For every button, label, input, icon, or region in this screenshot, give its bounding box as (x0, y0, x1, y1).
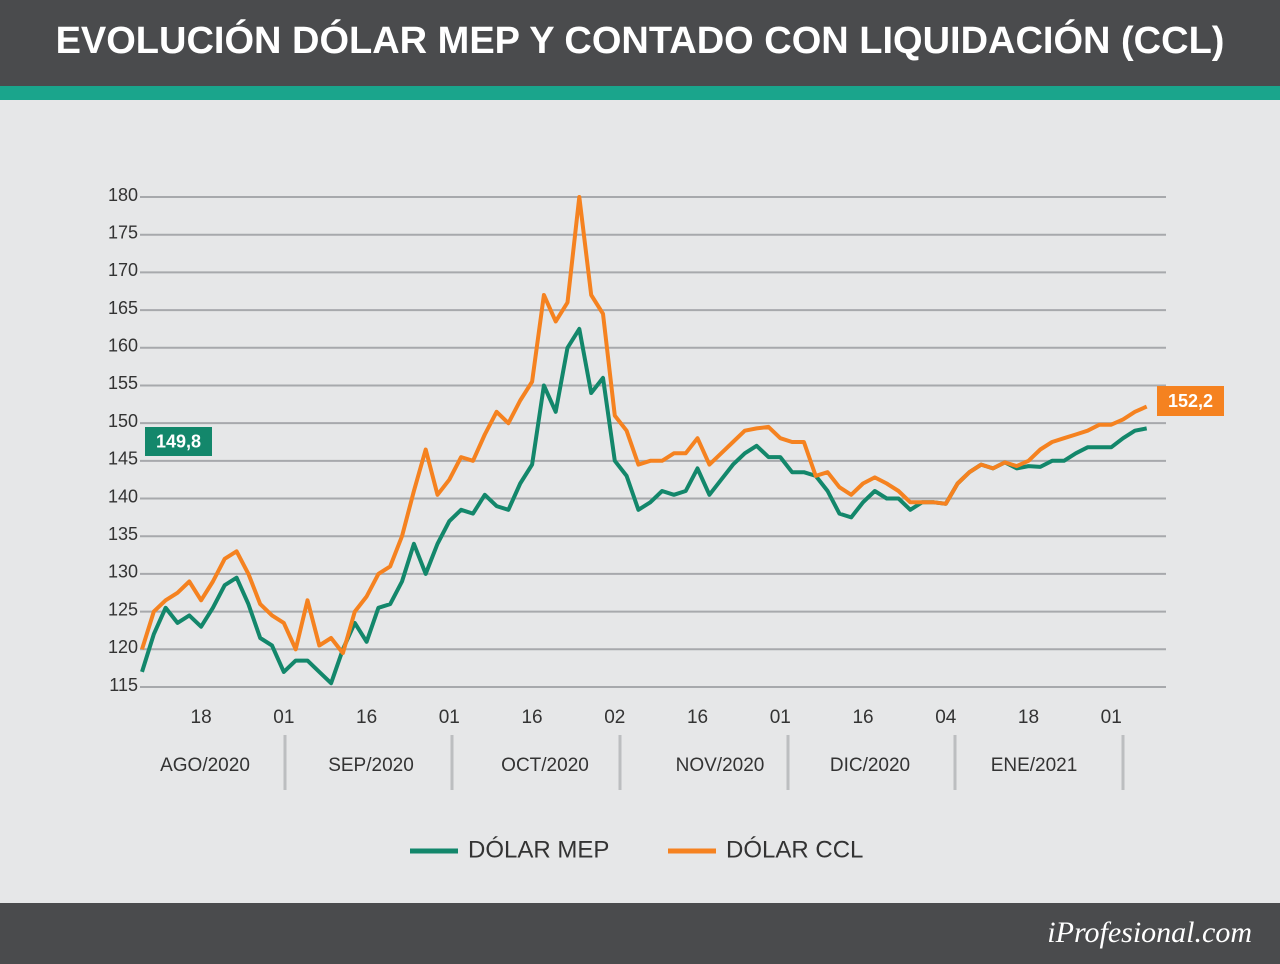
source: iProfesional.com (1047, 916, 1252, 949)
y-tick-label: 115 (109, 675, 138, 695)
x-tick-label: 16 (521, 707, 542, 728)
x-tick-label: 01 (439, 707, 460, 728)
y-tick-label: 130 (108, 562, 138, 582)
y-tick-label: 170 (108, 260, 138, 280)
footer-bar (0, 903, 1280, 964)
series-line (140, 326, 1148, 686)
legend-label: DÓLAR MEP (468, 836, 609, 863)
x-tick-label: 16 (687, 707, 708, 728)
x-tick-label: 02 (604, 707, 625, 728)
y-tick-label: 125 (108, 599, 138, 619)
y-tick-label: 120 (108, 637, 138, 657)
month-label: DIC/2020 (830, 755, 910, 776)
month-label: NOV/2020 (676, 755, 765, 776)
month-label: SEP/2020 (328, 755, 414, 776)
title-bar (0, 0, 1280, 86)
y-tick-label: 155 (108, 373, 138, 393)
end-label: 152,2 (1168, 391, 1213, 411)
y-tick-label: 165 (108, 298, 138, 318)
x-tick-label: 01 (273, 707, 294, 728)
accent-strip (0, 86, 1280, 100)
x-tick-label: 04 (935, 707, 957, 728)
y-tick-label: 160 (108, 336, 138, 356)
series-line (140, 195, 1148, 656)
legend-label: DÓLAR CCL (726, 836, 863, 863)
y-tick-label: 175 (108, 222, 138, 242)
month-label: OCT/2020 (501, 755, 589, 776)
chart-title: EVOLUCIÓN DÓLAR MEP Y CONTADO CON LIQUID… (56, 18, 1225, 62)
end-label: 149,8 (156, 431, 201, 451)
x-tick-label: 16 (852, 707, 873, 728)
end-label-box (1157, 386, 1224, 416)
y-tick-label: 180 (108, 185, 138, 205)
x-tick-label: 16 (356, 707, 377, 728)
y-tick-label: 150 (108, 411, 138, 431)
y-tick-label: 135 (108, 524, 138, 544)
month-label: AGO/2020 (160, 755, 250, 776)
x-tick-label: 01 (770, 707, 791, 728)
month-label: ENE/2021 (991, 755, 1078, 776)
x-tick-label: 18 (191, 707, 212, 728)
end-label-box (145, 427, 212, 456)
x-tick-label: 01 (1101, 707, 1122, 728)
y-tick-label: 145 (108, 449, 138, 469)
x-tick-label: 18 (1018, 707, 1039, 728)
y-tick-label: 140 (108, 486, 138, 506)
